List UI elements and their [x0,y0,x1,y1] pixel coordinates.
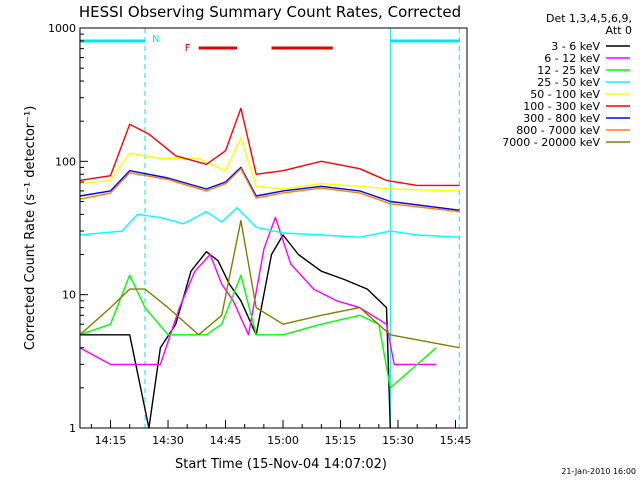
y-axis-label: Corrected Count Rate (s⁻¹ detector⁻¹) [23,106,38,351]
series-line [79,216,437,366]
night-label: N [152,34,159,45]
y-tick-label: 1000 [48,22,76,35]
x-tick-label: 15:30 [382,434,414,447]
legend-header-2: Att 0 [606,24,632,37]
series-line [79,167,460,213]
y-tick-label: 10 [62,289,76,302]
legend-entry-label: 300 - 800 keV [523,112,600,125]
legend-entry-label: 50 - 100 keV [530,88,600,101]
legend-entry-label: 6 - 12 keV [544,52,600,65]
legend-entry-label: 25 - 50 keV [537,76,600,89]
series-line [79,107,460,187]
series-line [79,219,460,349]
x-tick-label: 15:00 [267,434,299,447]
footer-date: 21-Jan-2010 16:00 [561,467,636,476]
x-axis-label: Start Time (15-Nov-04 14:07:02) [175,457,387,472]
x-tick-label: 14:45 [210,434,242,447]
legend-entry-label: 800 - 7000 keV [516,124,600,137]
series-line [79,206,460,238]
y-tick-label: 1 [69,422,76,435]
legend-entry-label: 7000 - 20000 keV [502,136,600,149]
y-tick-label: 100 [55,155,76,168]
x-tick-label: 14:15 [95,434,127,447]
series-line [79,166,460,211]
legend-header-1: Det 1,3,4,5,6,9, [546,12,632,25]
legend-entry-label: 3 - 6 keV [551,40,600,53]
plot-frame [79,27,468,429]
x-tick-label: 15:15 [325,434,357,447]
legend-entry-label: 12 - 25 keV [537,64,600,77]
series-line [79,234,391,429]
flare-label: F [185,43,191,54]
chart-title: HESSI Observing Summary Count Rates, Cor… [79,3,461,21]
legend-entry-label: 100 - 300 keV [523,100,600,113]
plot-area: N F 1 10 100 1000 14:15 14:30 14:45 15:00 15:15… [48,22,471,447]
series-line [79,137,460,192]
x-tick-label: 14:30 [152,434,184,447]
series-line [79,274,437,389]
x-tick-label: 15:45 [440,434,472,447]
